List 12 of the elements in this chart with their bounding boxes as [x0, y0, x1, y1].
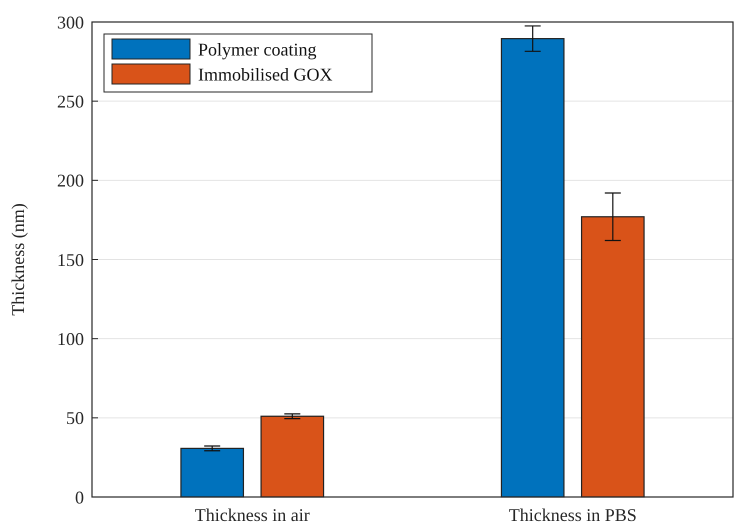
y-tick-label: 100	[57, 328, 84, 349]
x-tick-label: Thickness in air	[194, 505, 310, 525]
legend-label: Immobilised GOX	[198, 64, 332, 84]
y-tick-label: 300	[57, 12, 84, 32]
y-axis-title: Thickness (nm)	[8, 203, 28, 316]
legend-label: Polymer coating	[198, 39, 316, 60]
y-tick-label: 150	[57, 250, 84, 270]
y-tick-label: 200	[57, 170, 84, 191]
y-tick-label: 250	[57, 91, 84, 112]
y-tick-label: 0	[75, 487, 84, 508]
x-tick-label: Thickness in PBS	[508, 505, 637, 525]
y-tick-label: 50	[66, 408, 84, 428]
